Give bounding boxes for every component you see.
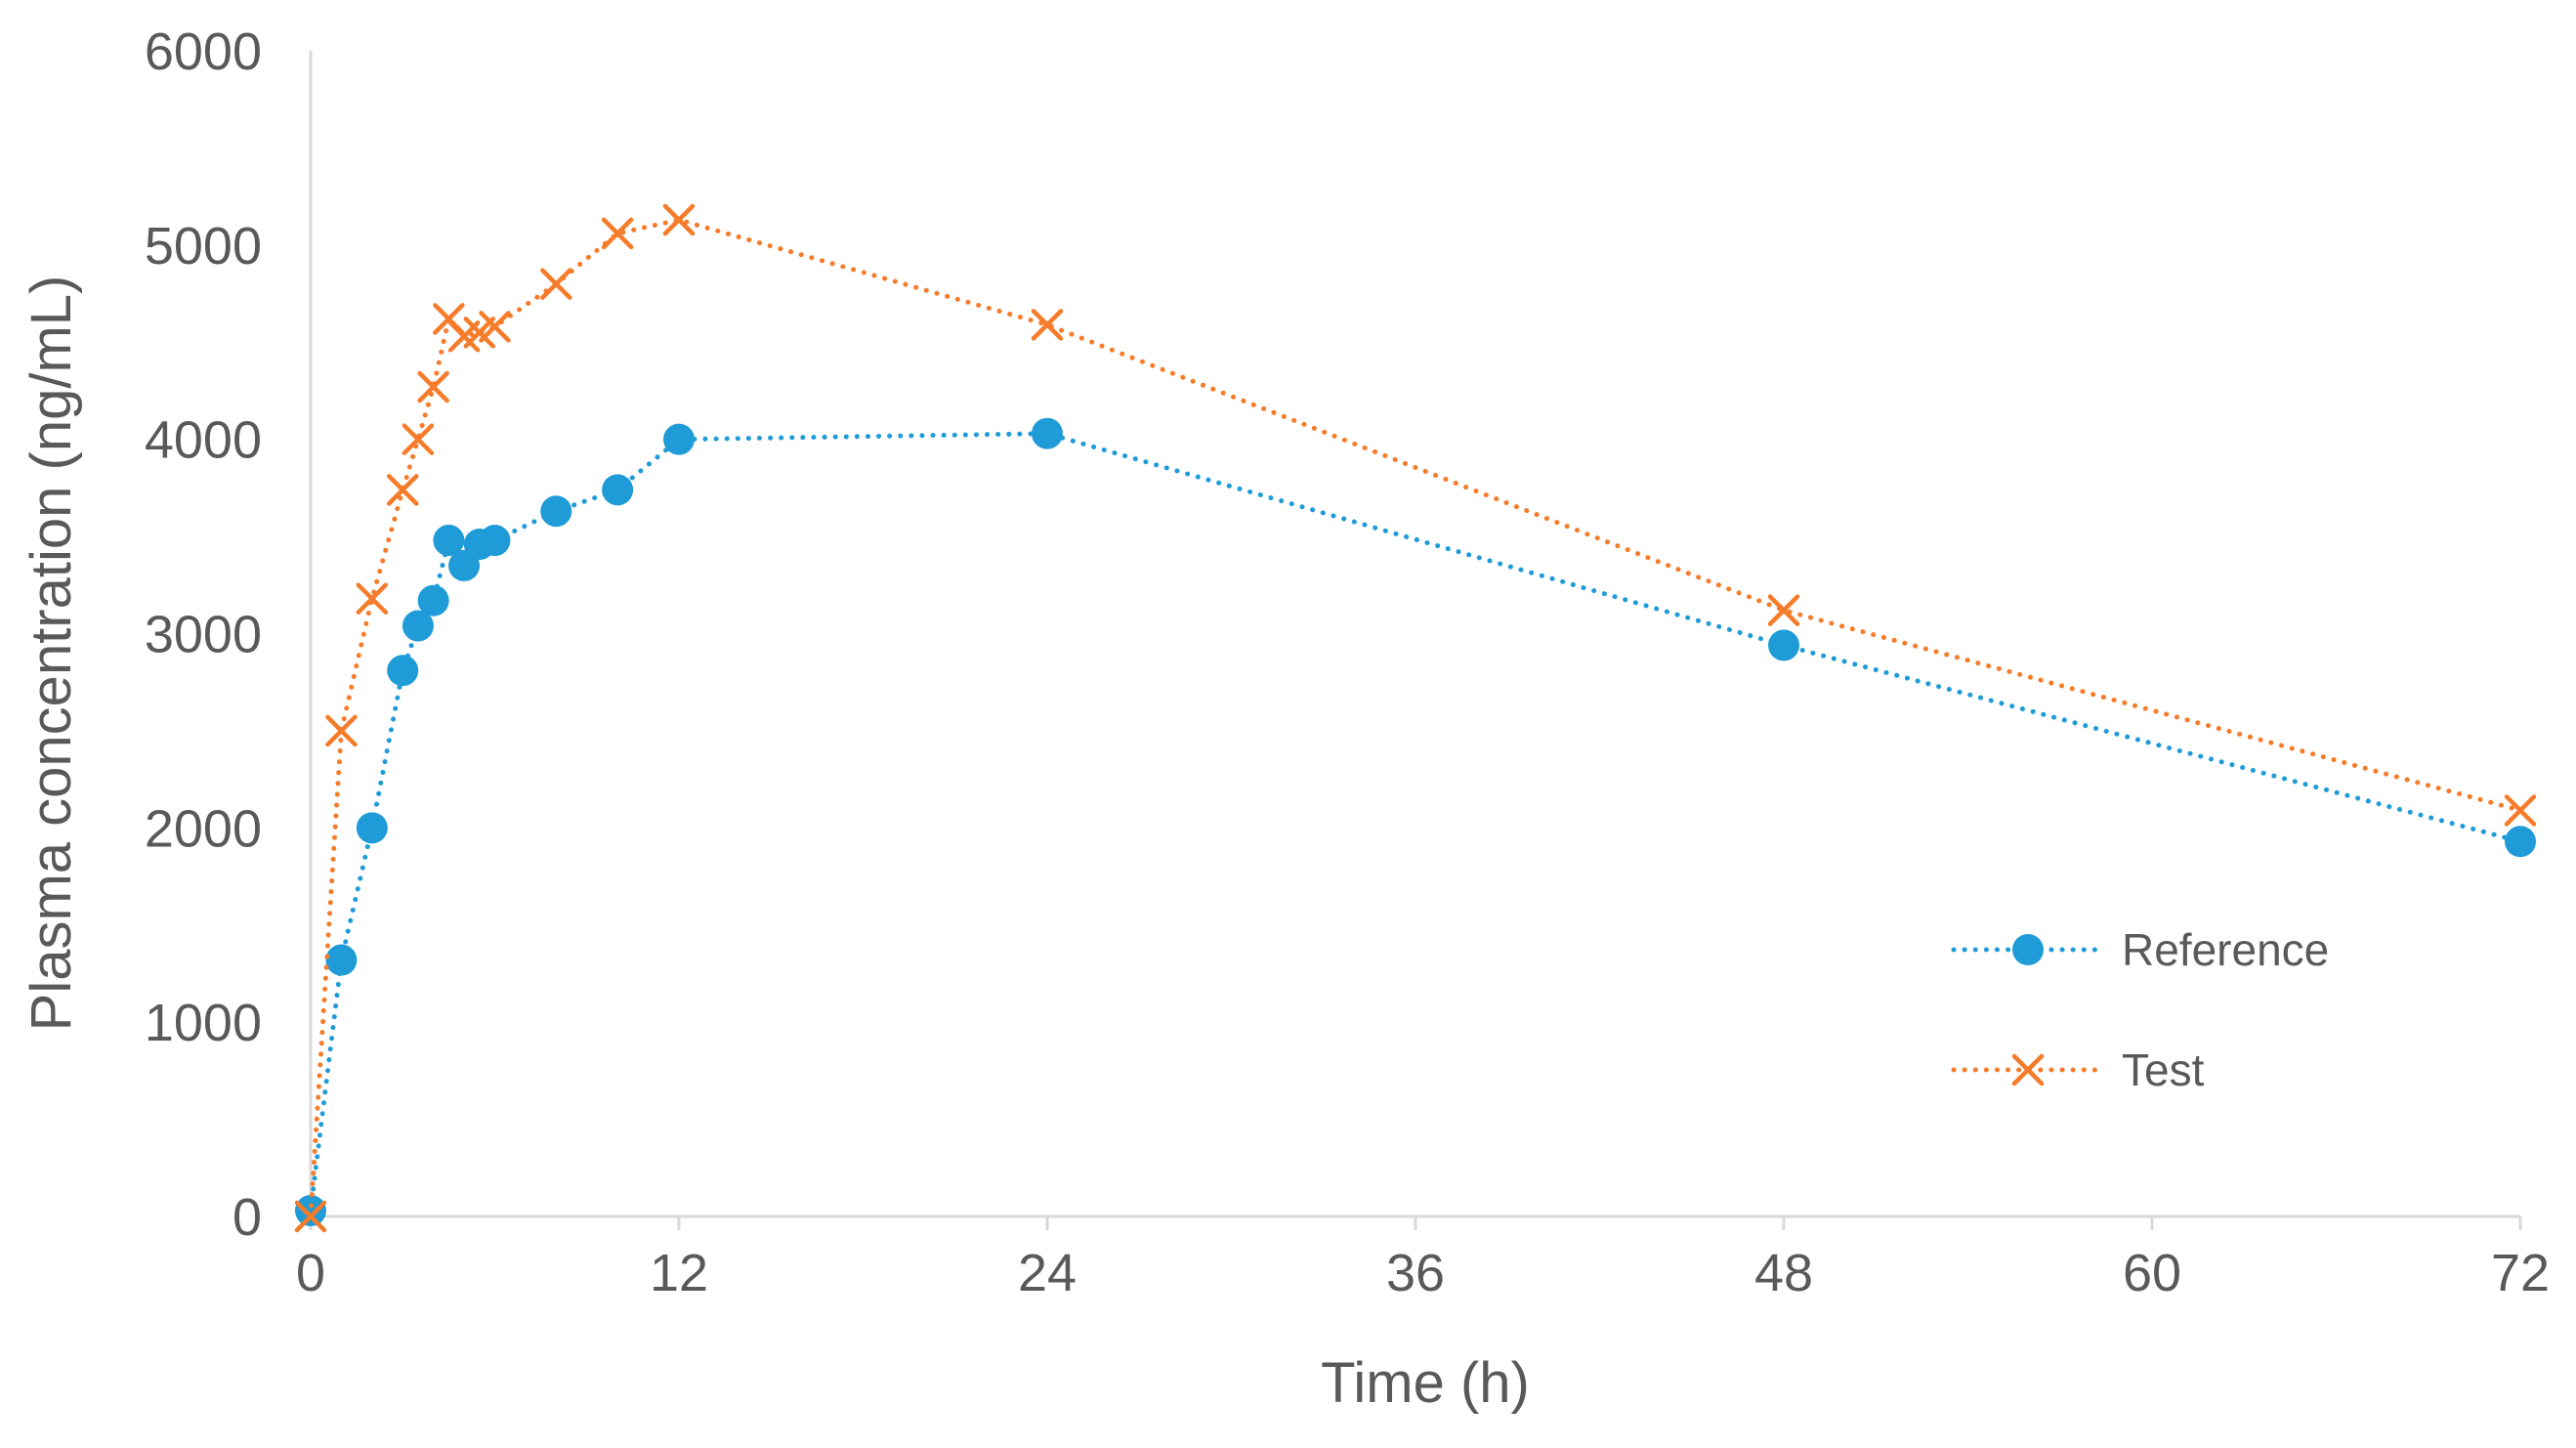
legend-marker: [2012, 934, 2044, 965]
x-tick-label: 60: [2123, 1244, 2181, 1302]
x-tick-label: 24: [1018, 1244, 1077, 1302]
data-point-test: [2504, 794, 2537, 827]
data-point-reference: [1032, 417, 1063, 449]
data-point-reference: [1768, 629, 1799, 661]
series-layer: [294, 203, 2537, 1233]
data-point-reference: [295, 1195, 326, 1227]
legend-label: Reference: [2122, 924, 2329, 975]
legend-label: Test: [2122, 1044, 2205, 1095]
data-point-reference: [433, 525, 465, 557]
data-point-test: [540, 268, 572, 300]
data-point-reference: [2505, 826, 2536, 858]
data-point-reference: [401, 610, 434, 642]
data-point-test: [662, 203, 696, 236]
x-tick-label: 0: [296, 1244, 325, 1302]
data-point-reference: [387, 655, 419, 687]
y-tick-label: 1000: [145, 994, 262, 1052]
data-point-reference: [540, 495, 572, 528]
legend-item-test: Test: [1951, 1044, 2205, 1095]
data-point-reference: [663, 423, 695, 455]
x-tick-label: 72: [2491, 1244, 2550, 1302]
legend-marker: [2011, 1053, 2045, 1086]
data-point-test: [479, 311, 511, 343]
y-tick-label: 6000: [145, 22, 262, 81]
data-point-test: [601, 217, 634, 250]
y-tick-label: 4000: [145, 411, 262, 470]
x-axis-title: Time (h): [1321, 1351, 1530, 1415]
data-point-reference: [602, 474, 634, 506]
series-line-test: [308, 217, 2523, 1219]
y-tick-label: 5000: [145, 217, 262, 276]
data-point-test: [417, 370, 449, 404]
data-point-test: [294, 1200, 327, 1233]
series-line-reference: [308, 431, 2523, 1214]
data-point-reference: [479, 525, 511, 557]
x-tick-label: 36: [1386, 1244, 1445, 1302]
series-test: [294, 203, 2537, 1233]
data-point-test: [1031, 309, 1064, 341]
data-point-reference: [325, 944, 358, 976]
legend: Reference Test: [1951, 924, 2329, 1095]
data-point-test: [325, 714, 358, 747]
axes: 0 1000 2000 3000 4000 5000 6000 0 12 24 36 48 60 72: [145, 22, 2550, 1302]
legend-item-reference: Reference: [1951, 924, 2329, 975]
x-tick-label: 48: [1754, 1244, 1813, 1302]
y-axis-title: Plasma concentration (ng/mL): [20, 276, 83, 1032]
y-tick-label: 2000: [145, 799, 262, 858]
x-tick-label: 12: [650, 1244, 708, 1302]
data-point-test: [401, 423, 435, 455]
data-point-test: [387, 474, 419, 506]
y-tick-label: 3000: [145, 606, 262, 664]
y-tick-label: 0: [232, 1188, 262, 1247]
data-point-reference: [417, 584, 449, 617]
data-point-test: [356, 582, 389, 615]
series-reference: [295, 417, 2536, 1227]
data-point-test: [1767, 594, 1800, 626]
data-point-reference: [356, 812, 388, 844]
